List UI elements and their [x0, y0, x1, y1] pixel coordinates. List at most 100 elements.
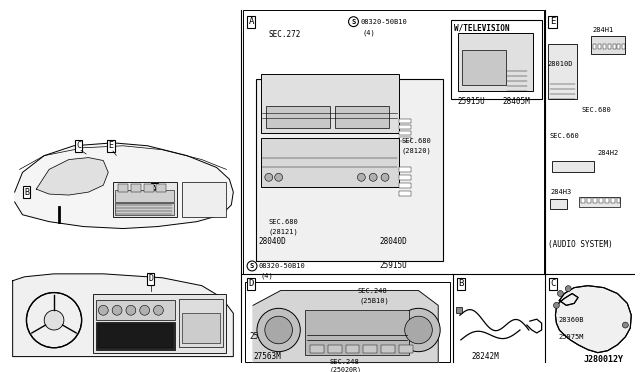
Circle shape [557, 291, 563, 296]
Text: SEC.680: SEC.680 [269, 219, 298, 225]
Circle shape [381, 173, 389, 181]
Bar [399, 345, 413, 353]
Bar [593, 44, 596, 49]
Text: 284H3: 284H3 [550, 189, 572, 195]
Polygon shape [13, 274, 234, 357]
Bar [305, 310, 409, 355]
Bar [335, 106, 389, 128]
Text: 25975M: 25975M [558, 334, 584, 340]
Text: 284H2: 284H2 [598, 150, 619, 156]
Bar [399, 191, 411, 196]
Bar [399, 167, 411, 172]
Bar [328, 345, 342, 353]
Bar [587, 198, 591, 203]
Circle shape [112, 305, 122, 315]
Circle shape [99, 305, 108, 315]
Text: SEC.680: SEC.680 [402, 138, 431, 144]
Bar [611, 198, 614, 203]
Circle shape [126, 305, 136, 315]
Circle shape [265, 316, 292, 344]
Text: (25020R): (25020R) [330, 366, 362, 372]
Polygon shape [15, 143, 234, 228]
Bar [548, 44, 577, 99]
Text: 28040D: 28040D [259, 237, 287, 246]
Text: 28278: 28278 [340, 320, 361, 326]
Bar [115, 203, 174, 215]
Text: (4): (4) [261, 273, 274, 279]
Circle shape [623, 322, 628, 328]
Bar [182, 182, 227, 217]
Text: (25B10): (25B10) [360, 297, 389, 304]
Polygon shape [36, 158, 108, 195]
Bar [458, 33, 532, 91]
Bar [266, 106, 330, 128]
Bar [115, 190, 174, 202]
Circle shape [554, 302, 559, 308]
Text: B: B [458, 279, 463, 288]
Text: 28010D: 28010D [548, 61, 573, 67]
Circle shape [265, 173, 273, 181]
Bar [462, 50, 506, 85]
Bar [97, 301, 175, 320]
Circle shape [369, 173, 377, 181]
Bar [599, 198, 603, 203]
Circle shape [44, 310, 64, 330]
Text: (28121): (28121) [269, 228, 298, 235]
Text: 25391: 25391 [249, 333, 272, 341]
Text: W/TELEVISION: W/TELEVISION [454, 23, 509, 32]
Text: (28120): (28120) [402, 147, 431, 154]
Bar [113, 182, 177, 217]
Circle shape [404, 316, 432, 344]
Text: SEC.272: SEC.272 [269, 30, 301, 39]
Text: 28242M: 28242M [472, 352, 499, 361]
Bar [131, 184, 141, 192]
Bar [381, 345, 395, 353]
Text: S: S [351, 19, 356, 25]
Bar [99, 324, 173, 348]
Circle shape [275, 173, 283, 181]
Text: 284H1: 284H1 [593, 26, 614, 33]
Text: C: C [76, 141, 81, 150]
Text: 25915U: 25915U [458, 97, 486, 106]
Bar [616, 198, 620, 203]
Text: 28040D: 28040D [379, 237, 407, 246]
Bar [579, 197, 620, 207]
Text: S: S [250, 263, 254, 269]
Bar [245, 282, 450, 362]
Bar [399, 137, 411, 141]
Text: A: A [248, 17, 253, 26]
Bar [157, 184, 166, 192]
Text: 28360B: 28360B [558, 317, 584, 323]
Text: 08320-50B10: 08320-50B10 [360, 19, 407, 25]
Bar [256, 79, 443, 261]
Text: 27563M: 27563M [253, 352, 281, 361]
Bar [93, 294, 227, 353]
Text: SEC.248: SEC.248 [330, 359, 360, 366]
Text: (AUDIO SYSTEM): (AUDIO SYSTEM) [548, 240, 612, 249]
Bar [399, 125, 411, 129]
Text: 28405M: 28405M [502, 97, 530, 106]
Bar [261, 138, 399, 187]
Bar [97, 322, 175, 350]
Bar [346, 345, 360, 353]
Text: SEC.660: SEC.660 [550, 133, 579, 139]
Text: D: D [148, 274, 153, 283]
Bar [399, 175, 411, 180]
Bar [612, 44, 616, 49]
Bar [118, 184, 128, 192]
Bar [550, 199, 567, 209]
Bar [243, 10, 543, 274]
Circle shape [257, 308, 300, 352]
Text: E: E [109, 141, 114, 150]
Text: C: C [551, 279, 556, 288]
Bar [593, 198, 597, 203]
Text: 08320-50B10: 08320-50B10 [259, 263, 306, 269]
Polygon shape [556, 286, 631, 353]
Bar [618, 44, 620, 49]
Bar [581, 198, 585, 203]
Bar [451, 20, 541, 99]
Text: E: E [550, 17, 555, 26]
Bar [605, 198, 609, 203]
Text: D: D [248, 279, 253, 288]
Text: SEC.248: SEC.248 [357, 288, 387, 294]
